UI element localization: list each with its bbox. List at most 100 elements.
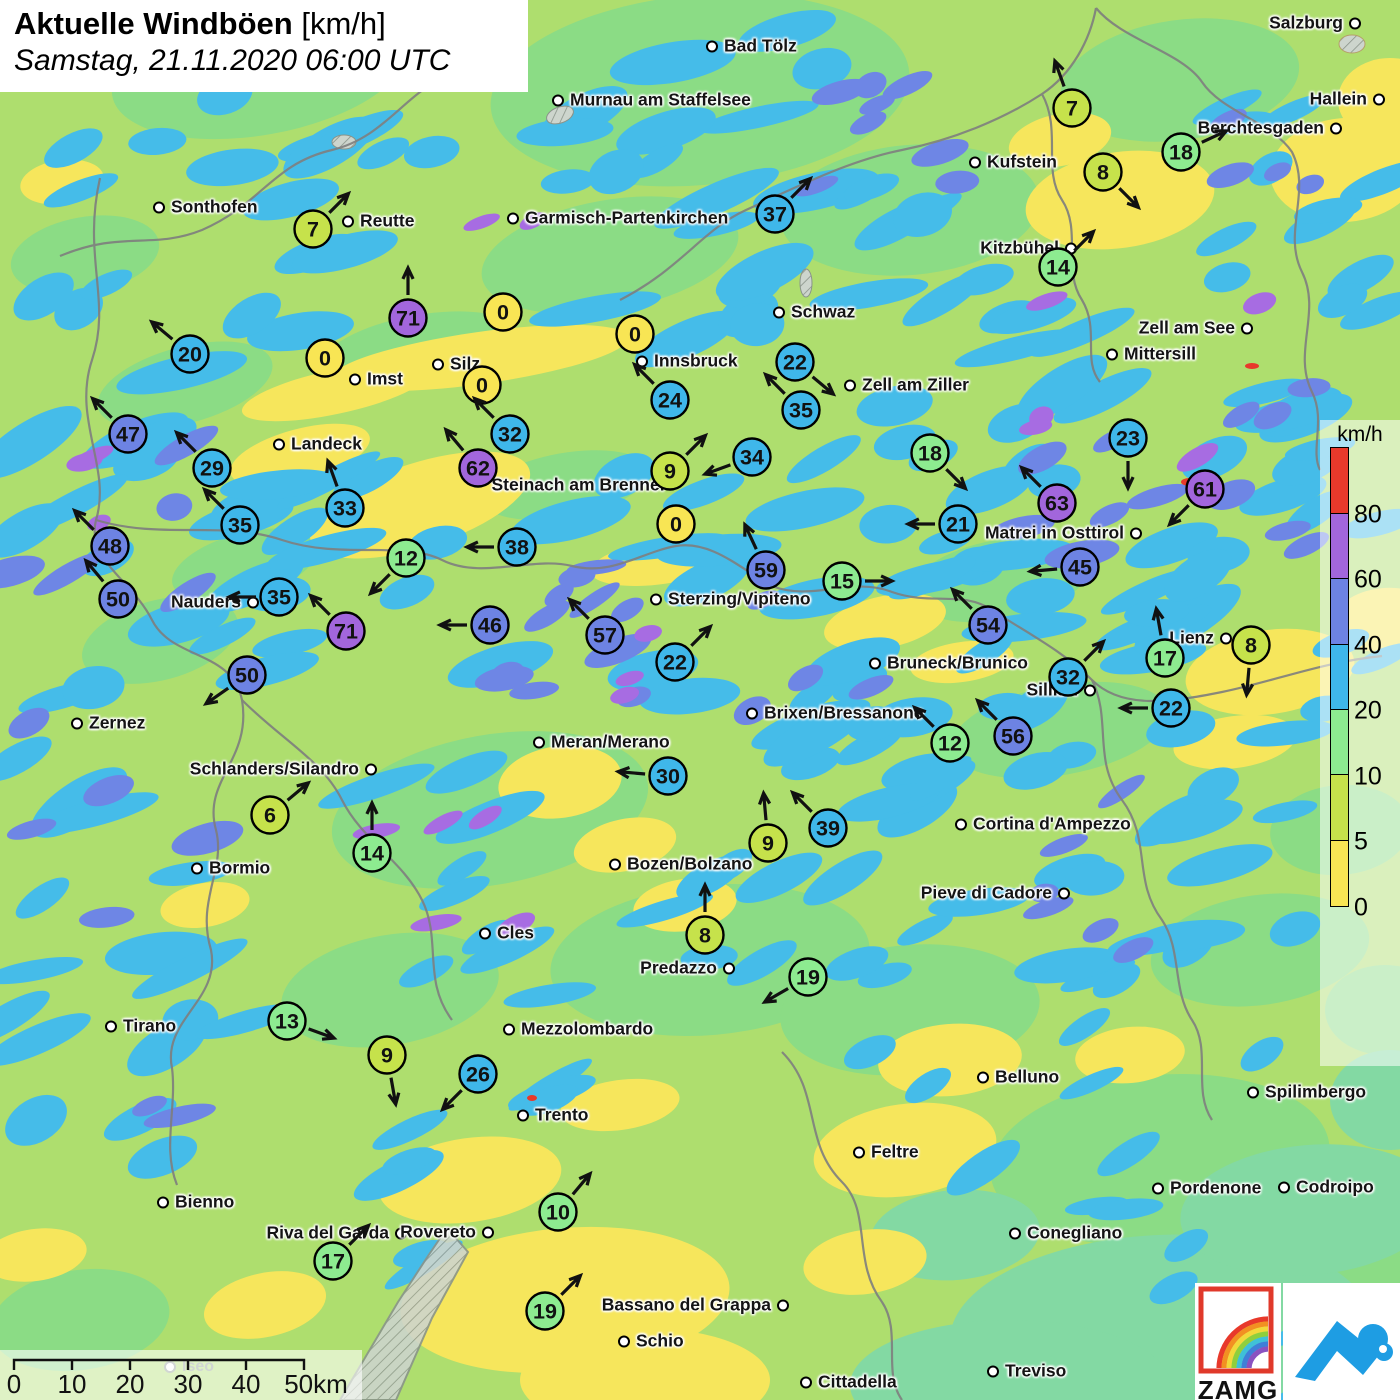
city-label: Bad Tölz (724, 35, 797, 56)
gust-value: 35 (267, 586, 291, 610)
wind-marker: 26 (418, 1014, 538, 1134)
gust-circle (650, 451, 690, 491)
city-dot-icon (533, 736, 545, 748)
wind-marker: 10 (498, 1152, 618, 1272)
gust-circle (1038, 247, 1078, 287)
wind-marker: 15 (782, 521, 902, 641)
city-label: Bassano del Grappa (601, 1294, 771, 1315)
wind-direction-arrow-icon (811, 375, 837, 397)
gust-circle (108, 414, 148, 454)
gust-value: 9 (381, 1044, 393, 1068)
gust-value: 22 (1159, 697, 1183, 721)
wind-marker: 32 (1008, 617, 1128, 737)
wind-marker: 30 (608, 716, 728, 836)
city-marker: Murnau am Staffelsee (552, 90, 751, 111)
gust-circle (192, 448, 232, 488)
wind-direction-arrow-icon (1240, 667, 1255, 699)
city-dot-icon (1009, 1227, 1021, 1239)
city-marker: Kufstein (969, 152, 1057, 173)
city-label: Mittersill (1124, 343, 1196, 364)
gust-value: 32 (1056, 666, 1080, 690)
city-label: Salzburg (1269, 12, 1343, 33)
wind-direction-arrow-icon (463, 540, 494, 554)
gust-circle (170, 334, 210, 374)
page-title: Aktuelle Windböen [km/h] (14, 6, 514, 42)
city-marker: Rovereto (400, 1222, 494, 1243)
wind-direction-arrow-icon (1118, 187, 1142, 211)
gust-value: 7 (307, 218, 319, 242)
wind-marker: 0 (443, 252, 563, 372)
city-dot-icon (432, 358, 444, 370)
legend-tick-label: 60 (1354, 565, 1382, 594)
city-dot-icon (977, 1071, 989, 1083)
city-marker: Cortina d'Ampezzo (955, 814, 1131, 835)
city-marker: Bienno (157, 1192, 234, 1213)
city-marker: Salzburg (1269, 13, 1361, 34)
city-label: Imst (367, 368, 403, 389)
gust-value: 0 (319, 347, 331, 371)
wind-direction-arrow-icon (945, 468, 969, 492)
wind-direction-arrow-icon (790, 175, 814, 199)
city-label: Predazzo (640, 957, 717, 978)
wind-marker: 9 (610, 411, 730, 531)
wind-marker: 22 (1111, 648, 1231, 768)
wind-direction-arrow-icon (560, 1272, 584, 1296)
wind-direction-arrow-icon (789, 789, 813, 813)
gust-value: 61 (1193, 478, 1217, 502)
gust-circle (90, 526, 130, 566)
gust-circle (1161, 132, 1201, 172)
city-label: Trento (535, 1104, 589, 1125)
wind-marker: 33 (285, 448, 405, 568)
gust-value: 9 (664, 460, 676, 484)
wind-marker: 18 (870, 393, 990, 513)
wind-direction-arrow-icon (685, 432, 709, 456)
wind-marker: 0 (422, 325, 542, 445)
zamg-logo: ZAMG (1195, 1283, 1281, 1400)
rainbow-icon (1198, 1286, 1274, 1374)
gust-circle (367, 1035, 407, 1075)
wind-marker: 12 (890, 683, 1010, 803)
city-label: Lienz (1169, 627, 1214, 648)
gust-circle (490, 414, 530, 454)
gust-value: 18 (918, 442, 942, 466)
wind-marker: 8 (1191, 585, 1311, 705)
gust-value: 23 (1116, 427, 1140, 451)
gust-circle (1060, 547, 1100, 587)
title-heading: Aktuelle Windböen (14, 6, 293, 41)
gust-circle (470, 605, 510, 645)
wind-direction-arrow-icon (83, 557, 105, 583)
wind-marker: 62 (418, 408, 538, 528)
gust-circle (538, 1192, 578, 1232)
gust-value: 18 (1169, 141, 1193, 165)
gust-value: 14 (1046, 256, 1070, 280)
legend-tick-label: 0 (1354, 893, 1368, 921)
city-label: Matrei in Osttirol (984, 522, 1124, 543)
mountain-cloud-icon (1295, 1321, 1393, 1381)
gust-circle (822, 561, 862, 601)
gust-value: 35 (228, 514, 252, 538)
wind-marker: 61 (1145, 429, 1265, 549)
city-dot-icon (1247, 1086, 1259, 1098)
city-label: Pieve di Cadore (920, 882, 1052, 903)
city-marker: Brixen/Bressanone (746, 703, 924, 724)
wind-marker: 9 (327, 995, 447, 1115)
gust-value: 19 (533, 1300, 557, 1324)
city-label: Conegliano (1027, 1222, 1123, 1243)
gust-value: 17 (321, 1250, 345, 1274)
city-marker: Lienz (1169, 628, 1232, 649)
gust-circle (648, 756, 688, 796)
city-label: Schwaz (791, 301, 856, 322)
wind-marker: 63 (997, 443, 1117, 563)
city-label: Berchtesgaden (1197, 117, 1324, 138)
gust-value: 21 (946, 513, 970, 537)
gust-circle (808, 808, 848, 848)
city-dot-icon (71, 717, 83, 729)
wind-marker: 8 (1043, 112, 1163, 232)
wind-direction-arrow-icon (743, 521, 758, 550)
wind-direction-arrow-icon (1018, 464, 1042, 488)
city-label: Sterzing/Vipiteno (668, 588, 811, 609)
gust-circle (968, 605, 1008, 645)
gust-circle (755, 194, 795, 234)
city-marker: Tirano (105, 1016, 176, 1037)
wind-marker: 29 (152, 408, 272, 528)
